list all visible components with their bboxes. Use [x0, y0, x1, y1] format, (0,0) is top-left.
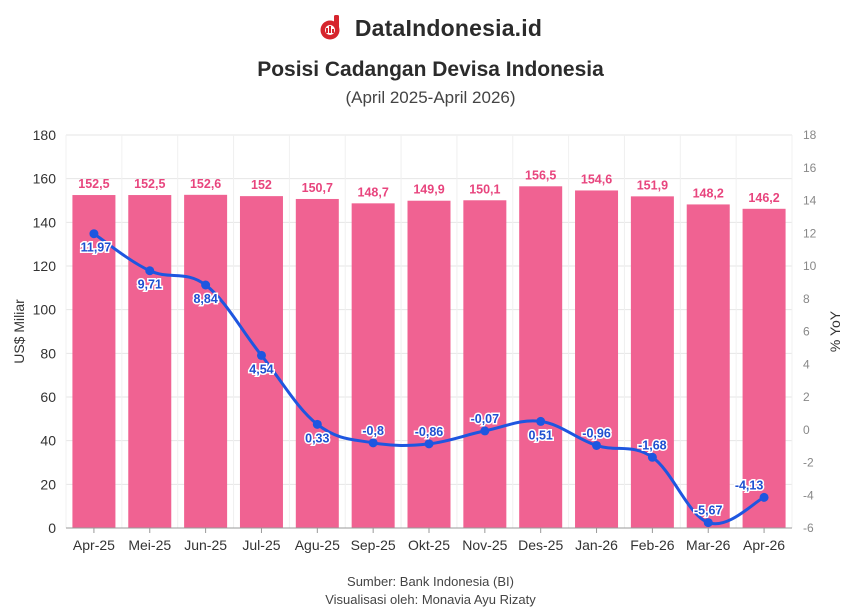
y2-tick-label: 14 — [803, 194, 817, 208]
yoy-point — [759, 492, 769, 502]
y2-tick-label: 4 — [803, 357, 810, 371]
bar-value-label: 156,5 — [525, 168, 556, 182]
credit-note: Visualisasi oleh: Monavia Ayu Rizaty — [325, 592, 536, 607]
x-tick-label: Apr-26 — [743, 537, 785, 553]
dataindonesia-logo-icon — [320, 15, 340, 40]
bar-value-label: 152,6 — [190, 177, 221, 191]
bar — [128, 195, 172, 528]
yoy-point — [201, 280, 211, 290]
bar — [519, 186, 563, 528]
yoy-point — [703, 518, 713, 528]
x-tick-label: Sep-25 — [351, 537, 396, 553]
bar — [239, 196, 283, 528]
x-tick-label: Jul-25 — [242, 537, 280, 553]
yoy-value-label: -0,8 — [362, 424, 384, 438]
yoy-value-label: 9,71 — [138, 278, 162, 292]
y2-tick-label: 8 — [803, 292, 810, 306]
y-tick-label: 120 — [33, 258, 57, 274]
y2-axis-title: % YoY — [827, 310, 843, 352]
bar-value-label: 148,7 — [358, 185, 389, 199]
x-tick-label: Agu-25 — [295, 537, 340, 553]
bar-value-label: 151,9 — [637, 178, 668, 192]
yoy-point — [592, 440, 602, 450]
yoy-value-label: 0,33 — [305, 431, 329, 445]
bar — [351, 203, 395, 529]
bar — [630, 196, 674, 528]
yoy-value-label: -5,67 — [694, 504, 723, 518]
bar-value-label: 152,5 — [78, 177, 109, 191]
y2-tick-label: 12 — [803, 226, 817, 240]
bar-value-label: 146,2 — [748, 191, 779, 205]
bar — [463, 200, 507, 528]
bar-value-label: 148,2 — [693, 186, 724, 200]
yoy-point — [647, 452, 657, 462]
chart-title: Posisi Cadangan Devisa Indonesia — [257, 58, 604, 81]
chart-subtitle: (April 2025-April 2026) — [345, 88, 516, 107]
bar — [295, 198, 339, 528]
y2-tick-label: 16 — [803, 161, 817, 175]
y2-tick-label: 0 — [803, 423, 810, 437]
bar — [575, 190, 619, 528]
y-tick-label: 80 — [40, 345, 56, 361]
yoy-value-label: -0,07 — [471, 412, 500, 426]
y2-tick-label: -6 — [803, 521, 814, 535]
bar — [686, 204, 730, 528]
yoy-point — [480, 426, 490, 436]
x-tick-label: Jun-25 — [184, 537, 227, 553]
y-tick-label: 0 — [48, 520, 56, 536]
y-tick-label: 60 — [40, 389, 56, 405]
y2-tick-label: 2 — [803, 390, 810, 404]
yoy-point — [256, 350, 266, 360]
bar-value-label: 152 — [251, 178, 272, 192]
yoy-value-label: 8,84 — [193, 292, 217, 306]
x-tick-label: Apr-25 — [73, 537, 115, 553]
bar — [742, 208, 786, 528]
y-tick-label: 180 — [33, 127, 57, 143]
x-tick-label: Jan-26 — [575, 537, 618, 553]
y2-tick-label: 6 — [803, 325, 810, 339]
yoy-point — [89, 229, 99, 239]
y2-tick-label: -4 — [803, 488, 814, 502]
bar-value-label: 149,9 — [413, 183, 444, 197]
y2-tick-label: -2 — [803, 456, 814, 470]
yoy-point — [536, 416, 546, 426]
bar — [184, 194, 228, 528]
x-tick-label: Nov-25 — [462, 537, 507, 553]
bar-value-label: 150,1 — [469, 182, 500, 196]
y-axis-title: US$ Miliar — [11, 299, 27, 364]
bar-value-label: 152,5 — [134, 177, 165, 191]
brand-name: DataIndonesia.id — [354, 14, 543, 41]
x-tick-label: Des-25 — [518, 537, 563, 553]
y-tick-label: 40 — [40, 433, 56, 449]
yoy-value-label: 0,51 — [529, 428, 553, 442]
bar-value-label: 154,6 — [581, 172, 612, 186]
bar — [72, 195, 116, 528]
yoy-value-label: -0,86 — [415, 425, 444, 439]
y-tick-label: 20 — [40, 476, 56, 492]
y2-tick-label: 18 — [803, 128, 817, 142]
x-tick-label: Mei-25 — [128, 537, 171, 553]
y-tick-label: 100 — [33, 302, 57, 318]
yoy-point — [368, 438, 378, 448]
brand-header: DataIndonesia.id — [0, 14, 861, 42]
yoy-value-label: -4,13 — [735, 478, 764, 492]
x-tick-label: Mar-26 — [686, 537, 731, 553]
yoy-value-label: 11,97 — [81, 241, 112, 255]
y2-tick-label: 10 — [803, 259, 817, 273]
yoy-point — [424, 439, 434, 449]
yoy-point — [145, 266, 155, 276]
yoy-point — [312, 419, 322, 429]
yoy-value-label: 4,54 — [249, 362, 273, 376]
bar-value-label: 150,7 — [302, 181, 333, 195]
y-tick-label: 160 — [33, 171, 57, 187]
bar — [407, 200, 451, 529]
yoy-value-label: -0,96 — [582, 426, 611, 440]
x-tick-label: Okt-25 — [408, 537, 450, 553]
y-tick-label: 140 — [33, 214, 57, 230]
yoy-value-label: -1,68 — [638, 438, 667, 452]
x-tick-label: Feb-26 — [630, 537, 675, 553]
source-note: Sumber: Bank Indonesia (BI) — [347, 574, 514, 589]
